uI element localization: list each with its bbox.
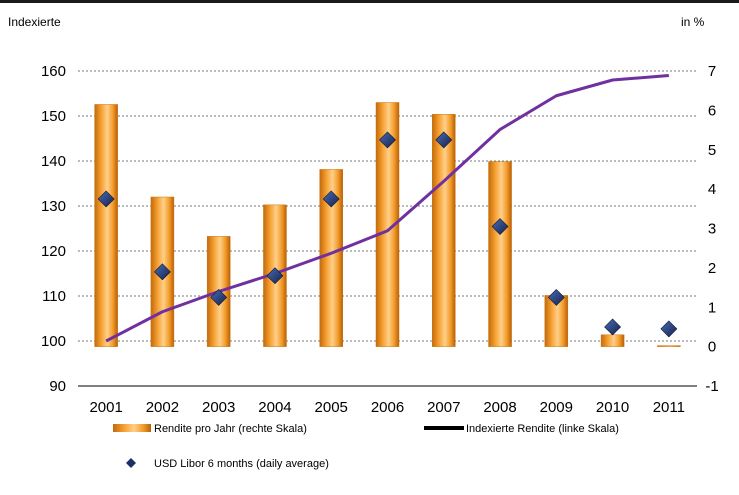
legend-swatch-diamond [126,458,136,468]
x-tick-label: 2006 [371,399,404,416]
left-tick-label: 120 [41,243,66,260]
right-tick-label: 2 [708,260,716,277]
right-axis-ticks: -1 0 1 2 3 4 5 6 7 [705,63,718,395]
right-tick-label: 4 [708,181,716,198]
bar-2001 [94,104,118,347]
legend-swatch-line [424,426,464,430]
libor-point-2009 [547,288,565,306]
left-tick-label: 110 [42,288,66,305]
libor-point-2003 [210,288,228,306]
bar-2007 [432,114,456,347]
libor-point-2005 [322,190,340,208]
libor-point-2006 [379,131,396,149]
left-tick-label: 140 [41,153,66,170]
x-tick-label: 2005 [315,399,348,416]
left-tick-label: 130 [41,198,66,215]
right-tick-label: 3 [708,221,716,238]
left-tick-label: 150 [41,108,66,125]
x-tick-label: 2002 [146,399,179,416]
x-tick-label: 2007 [427,399,460,416]
x-axis-labels: 2001 2002 2003 2004 2005 2006 2007 2008 2009 2010… [89,399,685,416]
top-border [0,0,739,3]
libor-point-2004 [266,267,284,285]
libor-point-2001 [97,190,115,208]
legend-label-bars: Rendite pro Jahr (rechte Skala) [154,423,307,435]
libor-point-2002 [153,263,171,281]
indexed-return-line [105,74,669,343]
bar-2011 [657,345,681,347]
bar-2010 [600,334,625,347]
libor-point-2008 [491,218,509,235]
libor-point-2010 [604,318,622,336]
line-series [105,74,669,343]
x-tick-label: 2003 [202,399,235,416]
right-tick-label: 0 [708,339,716,356]
bar-2008 [488,161,512,347]
right-tick-label: 7 [708,63,716,80]
right-tick-label: 1 [708,299,716,316]
x-tick-label: 2009 [540,399,573,416]
legend-swatch-bars [113,424,151,432]
left-axis-ticks: 90 100 110 120 130 140 150 160 [41,63,66,395]
scatter-series [97,131,678,338]
bar-2006 [375,102,400,347]
x-tick-label: 2010 [596,399,629,416]
left-tick-label: 90 [49,378,66,395]
x-tick-label: 2004 [258,399,291,416]
libor-point-2011 [660,320,678,338]
x-tick-label: 2008 [483,399,516,416]
x-tick-label: 2011 [653,399,685,416]
left-tick-label: 160 [41,63,66,80]
legend: Rendite pro Jahr (rechte Skala) Indexier… [113,423,619,470]
legend-label-points: USD Libor 6 months (daily average) [154,458,329,470]
x-tick-label: 2001 [89,399,122,416]
right-axis-unit-label: in % [681,15,705,29]
left-tick-label: 100 [41,333,66,350]
right-tick-label: -1 [705,378,718,395]
bar-series [94,102,681,347]
right-tick-label: 6 [708,102,716,119]
left-axis-unit-label: Indexierte [8,15,61,29]
right-tick-label: 5 [708,142,716,159]
legend-label-line: Indexierte Rendite (linke Skala) [466,423,619,435]
libor-point-2007 [435,131,453,149]
